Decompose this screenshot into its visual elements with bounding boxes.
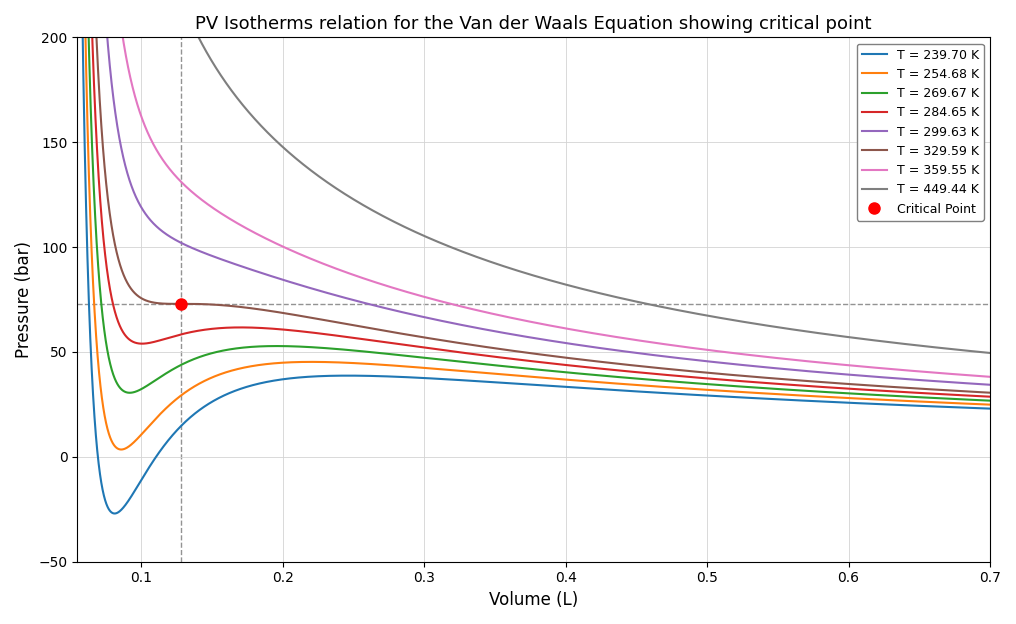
Title: PV Isotherms relation for the Van der Waals Equation showing critical point: PV Isotherms relation for the Van der Wa… [195, 15, 872, 33]
X-axis label: Volume (L): Volume (L) [489, 591, 578, 609]
Y-axis label: Pressure (bar): Pressure (bar) [15, 241, 33, 358]
Legend: T = 239.70 K, T = 254.68 K, T = 269.67 K, T = 284.65 K, T = 299.63 K, T = 329.59: T = 239.70 K, T = 254.68 K, T = 269.67 K… [856, 44, 983, 220]
